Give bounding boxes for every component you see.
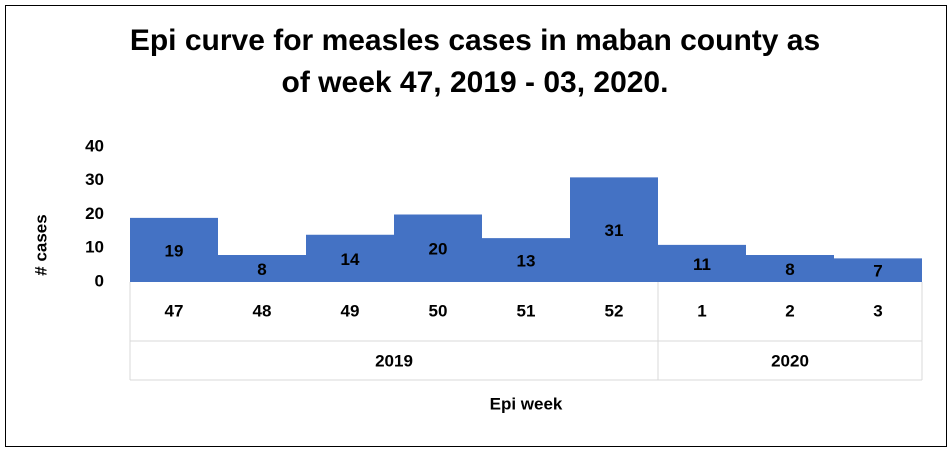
bar — [130, 217, 218, 282]
data-label: 11 — [693, 255, 711, 274]
data-label: 31 — [605, 221, 624, 240]
x-tick-label: 2 — [785, 301, 794, 320]
data-label: 8 — [257, 260, 266, 279]
data-label: 7 — [873, 262, 882, 281]
x-tick-label: 51 — [517, 301, 536, 320]
x-tick-label: 47 — [165, 301, 184, 320]
bar — [658, 244, 746, 282]
x-tick-label: 50 — [429, 301, 448, 320]
x-axis-label: Epi week — [490, 394, 563, 413]
x-tick-label: 49 — [341, 301, 360, 320]
x-tick-label: 52 — [605, 301, 624, 320]
bar — [746, 255, 834, 282]
data-label: 20 — [429, 240, 448, 259]
x-tick-label: 3 — [873, 301, 882, 320]
bar — [218, 255, 306, 282]
y-tick-label: 20 — [85, 204, 104, 223]
y-tick-label: 30 — [85, 170, 104, 189]
y-tick-label: 10 — [85, 238, 104, 257]
data-label: 8 — [785, 260, 794, 279]
bar — [570, 177, 658, 282]
data-label: 14 — [341, 250, 360, 269]
x-tick-label: 48 — [253, 301, 272, 320]
data-label: 13 — [517, 252, 536, 271]
group-label: 2020 — [771, 351, 809, 370]
chart-title: Epi curve for measles cases in maban cou… — [129, 24, 821, 99]
y-tick-label: 40 — [85, 136, 104, 155]
x-tick-label: 1 — [697, 301, 706, 320]
bar — [306, 234, 394, 282]
bar — [482, 238, 570, 282]
bar — [834, 258, 922, 282]
y-axis-label: # cases — [31, 214, 50, 275]
data-label: 19 — [165, 241, 184, 260]
group-label: 2019 — [375, 351, 413, 370]
bar — [394, 214, 482, 282]
y-tick-label: 0 — [95, 271, 104, 290]
